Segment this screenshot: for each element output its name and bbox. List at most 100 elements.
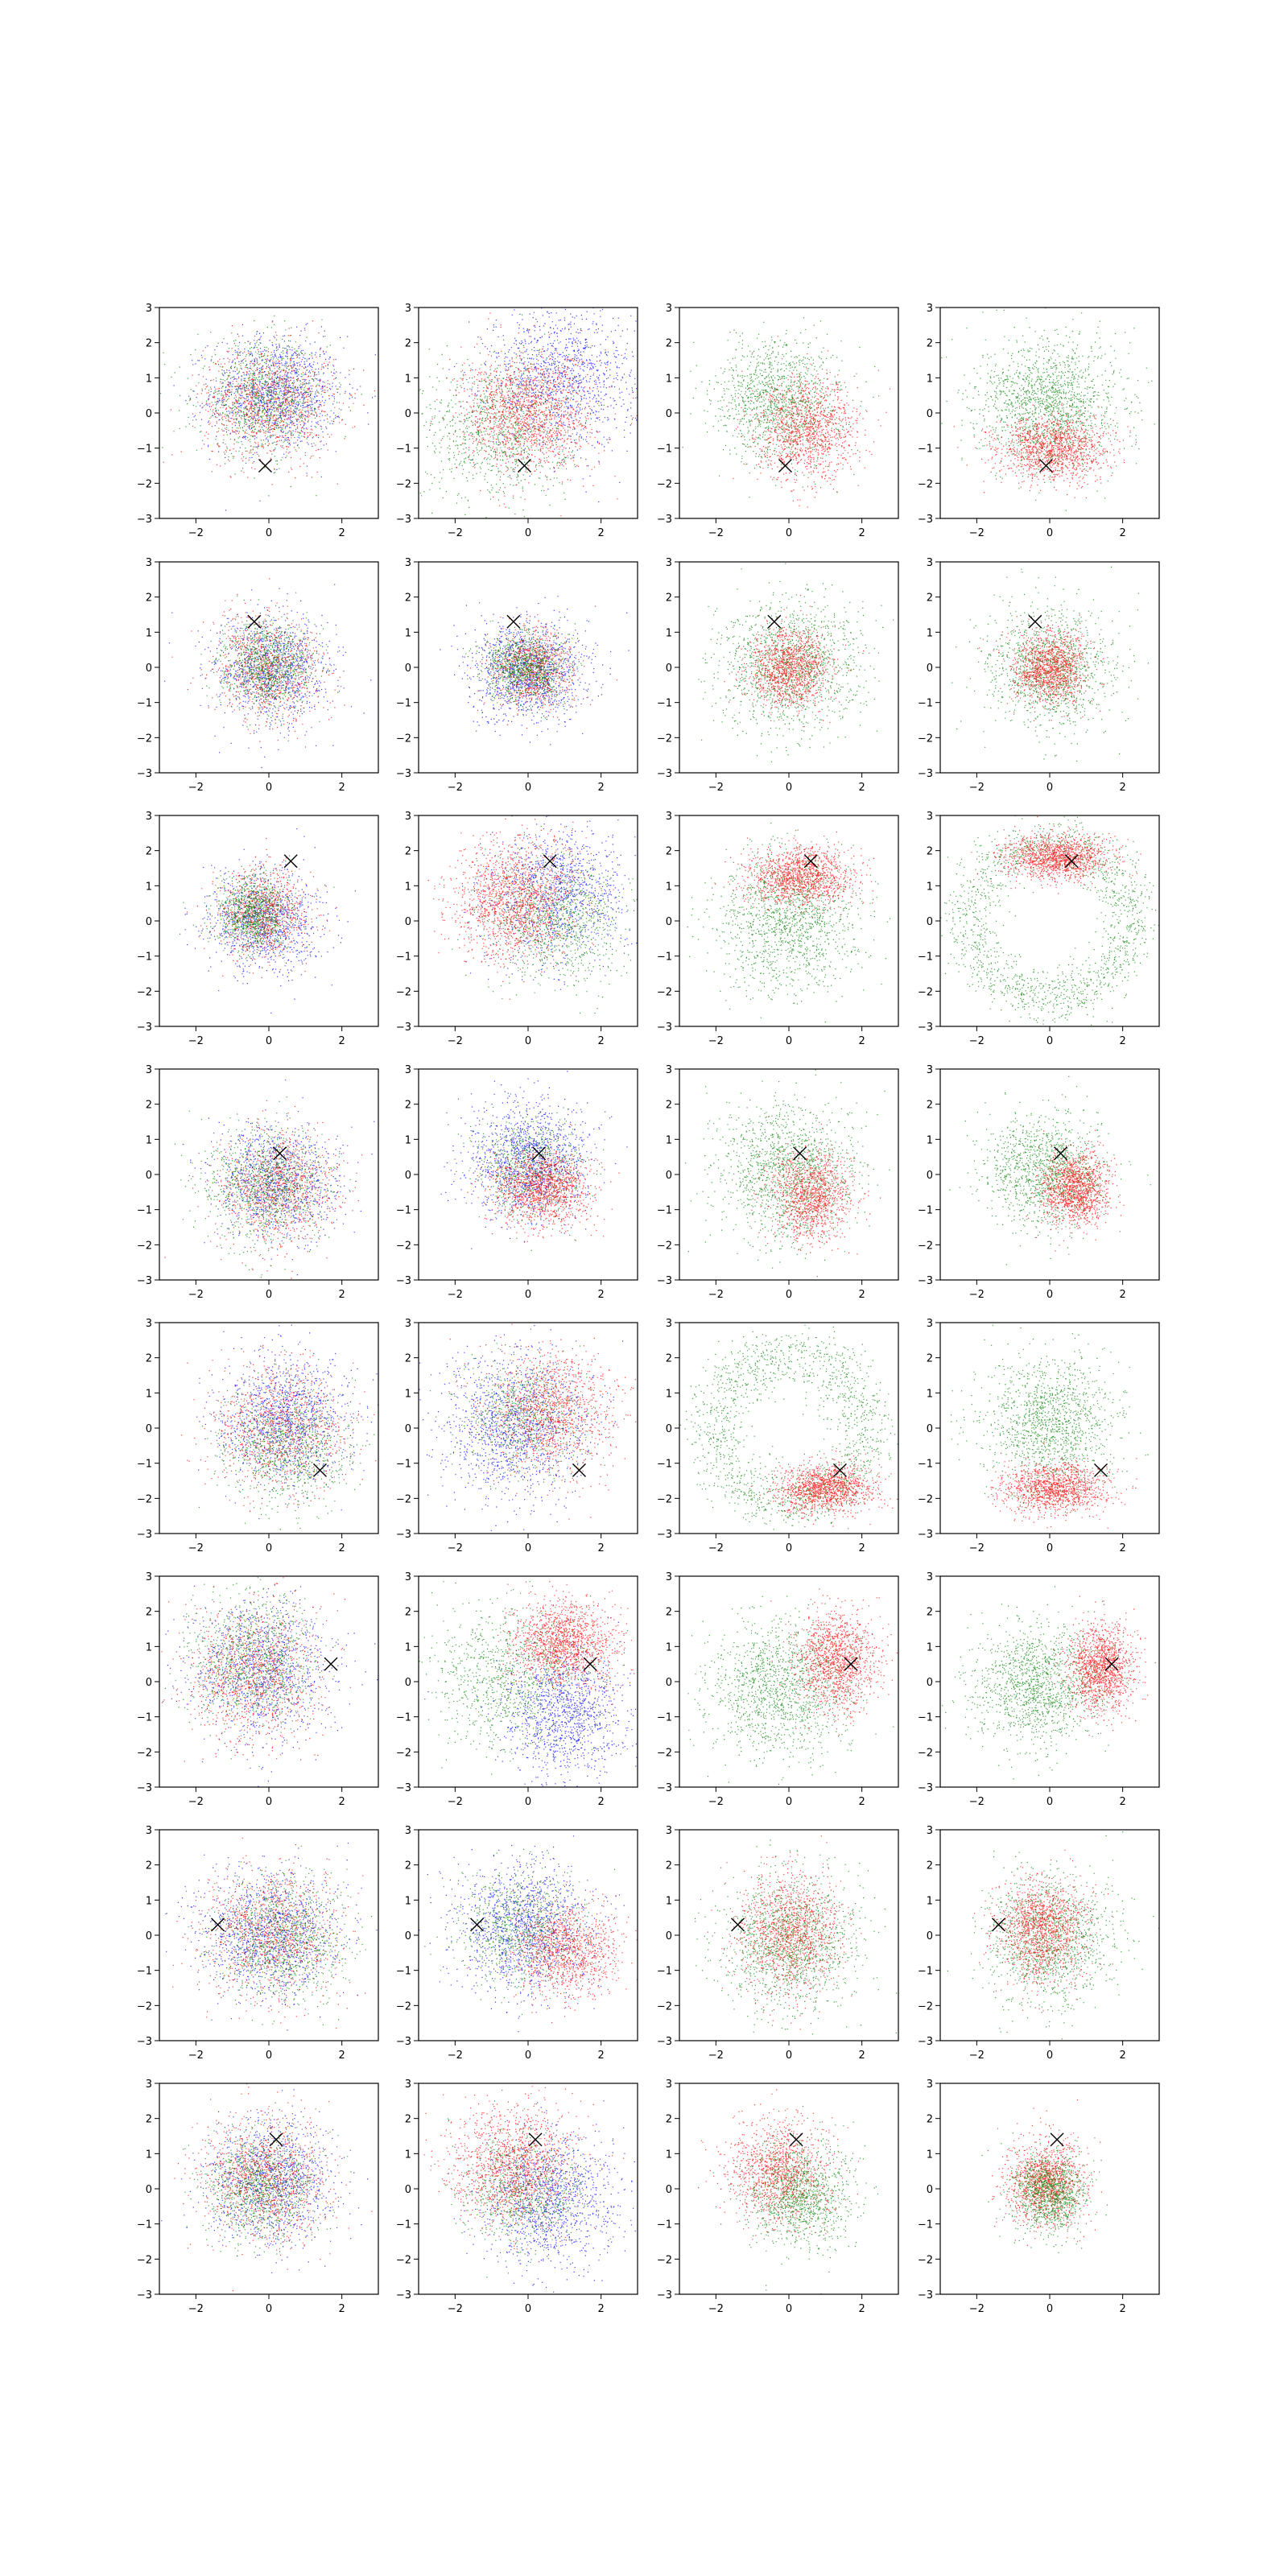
x-tick-label: −2	[188, 527, 204, 539]
y-tick-label: −1	[918, 1966, 933, 1978]
x-tick-label: −2	[188, 1796, 204, 1808]
y-tick-label: −3	[918, 768, 933, 780]
x-tick-label: 0	[1046, 1542, 1053, 1554]
y-tick-label: 3	[666, 1825, 672, 1837]
y-tick-label: −1	[396, 1459, 411, 1471]
x-tick-label: −2	[188, 1289, 204, 1301]
y-tick-label: −3	[657, 1275, 672, 1287]
y-tick-label: 1	[927, 627, 933, 639]
y-tick-label: 3	[927, 557, 933, 569]
y-tick-label: 1	[666, 1388, 672, 1400]
y-tick-label: −3	[137, 2036, 152, 2048]
y-tick-label: 2	[927, 592, 933, 605]
y-tick-label: 3	[146, 1318, 152, 1330]
y-tick-label: 1	[405, 1895, 411, 1907]
y-tick-label: −1	[657, 698, 672, 710]
y-tick-label: 2	[146, 338, 152, 350]
x-tick-label: 2	[1120, 2303, 1126, 2315]
x-tick-label: 2	[339, 782, 345, 794]
x-tick-label: −2	[708, 1289, 724, 1301]
y-tick-label: 2	[405, 1860, 411, 1872]
y-tick-label: 1	[146, 1895, 152, 1907]
y-tick-label: 3	[927, 1571, 933, 1583]
x-tick-label: 2	[1120, 1289, 1126, 1301]
y-tick-label: −3	[918, 2036, 933, 2048]
y-tick-label: 0	[405, 1423, 411, 1435]
x-tick-label: −2	[969, 1289, 985, 1301]
x-tick-label: −2	[708, 782, 724, 794]
y-tick-label: 3	[146, 1571, 152, 1583]
y-tick-label: −2	[918, 478, 933, 490]
y-tick-label: 0	[146, 408, 152, 420]
y-tick-label: 2	[927, 846, 933, 858]
y-tick-label: −3	[657, 514, 672, 526]
x-tick-label: 0	[525, 1796, 531, 1808]
x-tick-label: 2	[859, 527, 865, 539]
y-tick-label: −1	[918, 952, 933, 964]
x-tick-label: 0	[1046, 527, 1053, 539]
y-tick-label: −3	[396, 768, 411, 780]
x-tick-label: 2	[598, 1542, 605, 1554]
x-tick-label: −2	[969, 1542, 985, 1554]
y-tick-label: −2	[657, 986, 672, 998]
y-tick-label: 0	[666, 1423, 672, 1435]
y-tick-label: −3	[137, 2289, 152, 2301]
x-tick-label: 2	[339, 1796, 345, 1808]
y-tick-label: 1	[405, 373, 411, 385]
y-tick-label: 2	[666, 1607, 672, 1619]
y-tick-label: −2	[657, 1240, 672, 1252]
y-tick-label: −3	[137, 1275, 152, 1287]
y-tick-label: 1	[146, 1388, 152, 1400]
y-tick-label: 0	[927, 663, 933, 675]
y-tick-label: −2	[396, 1240, 411, 1252]
y-tick-label: −3	[657, 2036, 672, 2048]
y-tick-label: 1	[927, 881, 933, 893]
y-tick-label: 2	[146, 1100, 152, 1112]
y-tick-label: 2	[405, 2114, 411, 2126]
x-tick-label: 0	[266, 782, 272, 794]
y-tick-label: 0	[927, 408, 933, 420]
y-tick-label: −3	[137, 1782, 152, 1794]
y-tick-label: −2	[396, 2254, 411, 2266]
y-tick-label: −1	[137, 1712, 152, 1724]
x-tick-label: −2	[448, 527, 463, 539]
x-tick-label: 2	[339, 1542, 345, 1554]
y-tick-label: 0	[405, 663, 411, 675]
y-tick-label: 3	[666, 811, 672, 823]
y-tick-label: 0	[927, 1423, 933, 1435]
y-tick-label: 3	[927, 1318, 933, 1330]
y-tick-label: 2	[666, 2114, 672, 2126]
x-tick-label: 2	[1120, 527, 1126, 539]
y-tick-label: 1	[405, 1641, 411, 1653]
x-tick-label: −2	[448, 1542, 463, 1554]
x-tick-label: 0	[266, 527, 272, 539]
y-tick-label: 3	[666, 1318, 672, 1330]
y-tick-label: −2	[918, 1493, 933, 1505]
y-tick-label: 0	[666, 1170, 672, 1182]
y-tick-label: −1	[918, 698, 933, 710]
y-tick-label: 2	[146, 846, 152, 858]
y-tick-label: 3	[146, 303, 152, 315]
x-tick-label: 2	[598, 527, 605, 539]
y-tick-label: 0	[405, 1170, 411, 1182]
y-tick-label: 2	[405, 1607, 411, 1619]
y-tick-label: 1	[405, 1388, 411, 1400]
x-tick-label: −2	[188, 1542, 204, 1554]
y-tick-label: −2	[396, 2000, 411, 2013]
y-tick-label: 0	[146, 663, 152, 675]
x-tick-label: 2	[1120, 1035, 1126, 1047]
y-tick-label: 0	[146, 1170, 152, 1182]
y-tick-label: 1	[666, 1641, 672, 1653]
x-tick-label: 2	[1120, 1796, 1126, 1808]
y-tick-label: 2	[405, 592, 411, 605]
y-tick-label: −3	[137, 514, 152, 526]
y-tick-label: −3	[657, 2289, 672, 2301]
x-tick-label: −2	[188, 782, 204, 794]
y-tick-label: 1	[666, 2149, 672, 2161]
x-tick-label: 0	[525, 527, 531, 539]
x-tick-label: 0	[786, 1035, 792, 1047]
y-tick-label: −3	[396, 1782, 411, 1794]
y-tick-label: −3	[918, 1782, 933, 1794]
y-tick-label: 1	[666, 627, 672, 639]
x-tick-label: 0	[786, 527, 792, 539]
